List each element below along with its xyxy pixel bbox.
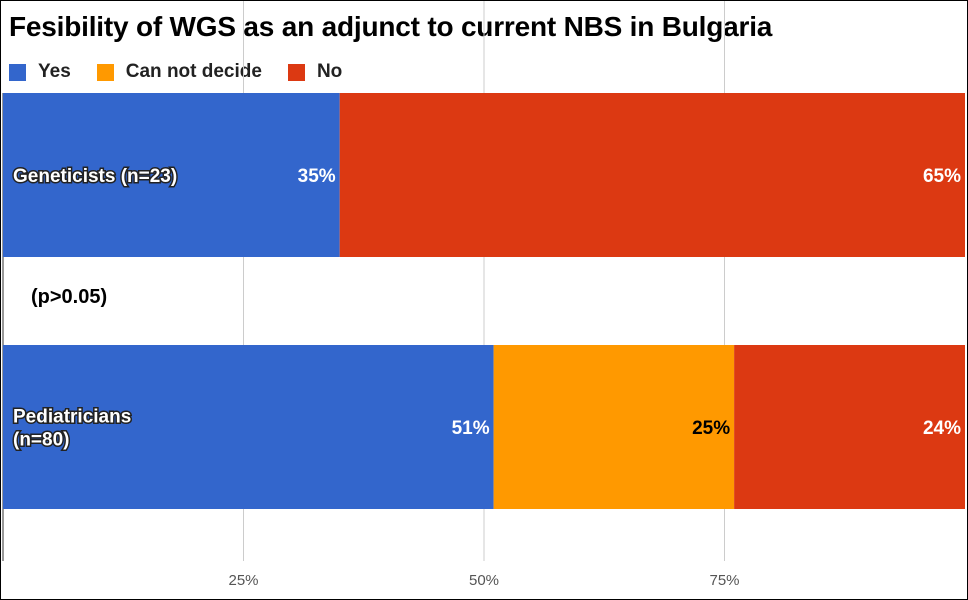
data-label-can-not-decide-1: 25% bbox=[692, 418, 730, 439]
legend-swatch-can-not-decide bbox=[96, 63, 114, 81]
bar-can-not-decide-1 bbox=[493, 345, 735, 509]
legend-label-yes: Yes bbox=[38, 61, 71, 82]
category-label-1: Pediatricians (n=80) bbox=[13, 407, 131, 451]
legend: Yes Can not decide No bbox=[9, 61, 368, 83]
data-label-yes-1: 51% bbox=[452, 418, 490, 439]
legend-item-yes: Yes bbox=[9, 61, 71, 83]
legend-label-no: No bbox=[316, 61, 343, 82]
x-tick-label-50: 50% bbox=[469, 572, 499, 589]
legend-swatch-no bbox=[287, 63, 305, 81]
x-tick-label-25: 25% bbox=[228, 572, 258, 589]
chart-title: Fesibility of WGS as an adjunct to curre… bbox=[9, 11, 773, 42]
bar-yes-1 bbox=[3, 345, 494, 509]
x-tick-label-75: 75% bbox=[709, 572, 739, 589]
bar-no-1 bbox=[734, 345, 965, 509]
legend-swatch-yes bbox=[9, 63, 26, 81]
legend-item-no: No bbox=[287, 61, 343, 83]
legend-label-can-not-decide: Can not decide bbox=[125, 61, 262, 82]
bar-no-0 bbox=[339, 93, 965, 257]
data-label-yes-0: 35% bbox=[298, 166, 336, 187]
legend-item-can-not-decide: Can not decide bbox=[96, 61, 262, 83]
data-label-no-0: 65% bbox=[923, 166, 961, 187]
data-label-no-1: 24% bbox=[923, 418, 961, 439]
significance-annotation: (p>0.05) bbox=[31, 286, 108, 308]
bar-yes-0 bbox=[3, 93, 340, 257]
category-label-0: Geneticists (n=23) bbox=[13, 166, 177, 187]
